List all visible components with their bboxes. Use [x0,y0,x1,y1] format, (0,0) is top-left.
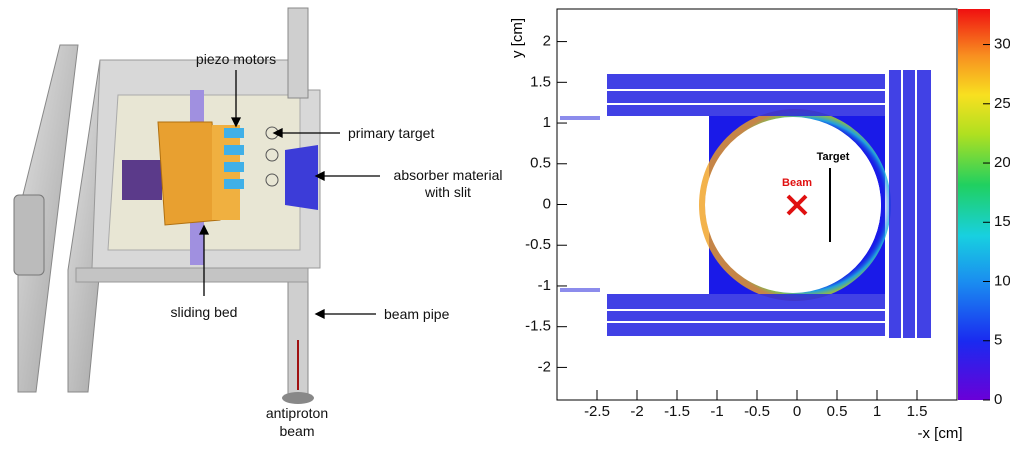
colorbar-tick-label: 10 [994,272,1010,289]
y-tick-label: -0.5 [525,236,551,253]
label: beam pipe [384,306,450,322]
colorbar-tick-label: 20 [994,154,1010,171]
y-tick-label: -1 [538,277,551,294]
label: with slit [424,184,471,200]
y-tick-label: 0.5 [530,155,551,172]
label: antiproton [266,405,328,421]
hit-distribution [560,66,931,340]
label: beam [279,423,314,439]
apparatus [13,7,321,404]
diagram-labels: piezo motors primary target absorber mat… [171,51,503,439]
label: absorber material [394,167,503,183]
y-tick-label: 1 [543,114,551,131]
colorbar-tick-label: 5 [994,332,1002,349]
colorbar-tick-label: 0 [994,391,1002,408]
colorbar-tick-label: 25 [994,95,1010,112]
annotation: Target [817,151,850,163]
colorbar-tick-label: 15 [994,213,1010,230]
colorbar [958,9,990,400]
y-tick-label: 1.5 [530,73,551,90]
label: primary target [348,125,434,141]
y-tick-label: -1.5 [525,318,551,335]
y-tick-label: 2 [543,33,551,50]
annotation: Beam [782,177,812,189]
x-tick-label: -2 [630,403,643,420]
x-tick-label: -0.5 [744,403,770,420]
x-tick-label: 1 [873,403,881,420]
x-axis-label: -x [cm] [918,425,963,442]
x-tick-label: -1.5 [664,403,690,420]
x-tick-label: 0 [793,403,801,420]
y-tick-label: -2 [538,358,551,375]
y-axis-label: y [cm] [509,18,526,58]
colorbar-tick-label: 30 [994,36,1010,53]
beam-marker [786,194,808,216]
leader-lines [198,70,380,320]
x-tick-label: -1 [710,403,723,420]
label: sliding bed [171,304,238,320]
label: piezo motors [196,51,276,67]
x-tick-label: 1.5 [907,403,928,420]
y-tick-label: 0 [543,195,551,212]
x-tick-label: -2.5 [584,403,610,420]
x-tick-label: 0.5 [827,403,848,420]
